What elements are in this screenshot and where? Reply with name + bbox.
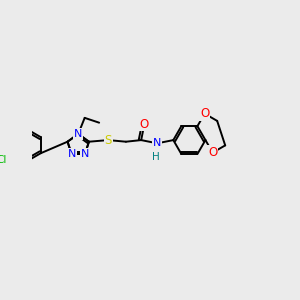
Text: N: N [74, 129, 82, 139]
Text: N: N [68, 149, 76, 159]
Text: S: S [104, 134, 112, 147]
Text: N: N [81, 149, 89, 159]
Text: O: O [140, 118, 149, 130]
Text: H: H [152, 152, 160, 162]
Text: O: O [200, 107, 209, 120]
Text: O: O [208, 146, 217, 159]
Text: Cl: Cl [0, 155, 6, 165]
Text: N: N [153, 138, 161, 148]
